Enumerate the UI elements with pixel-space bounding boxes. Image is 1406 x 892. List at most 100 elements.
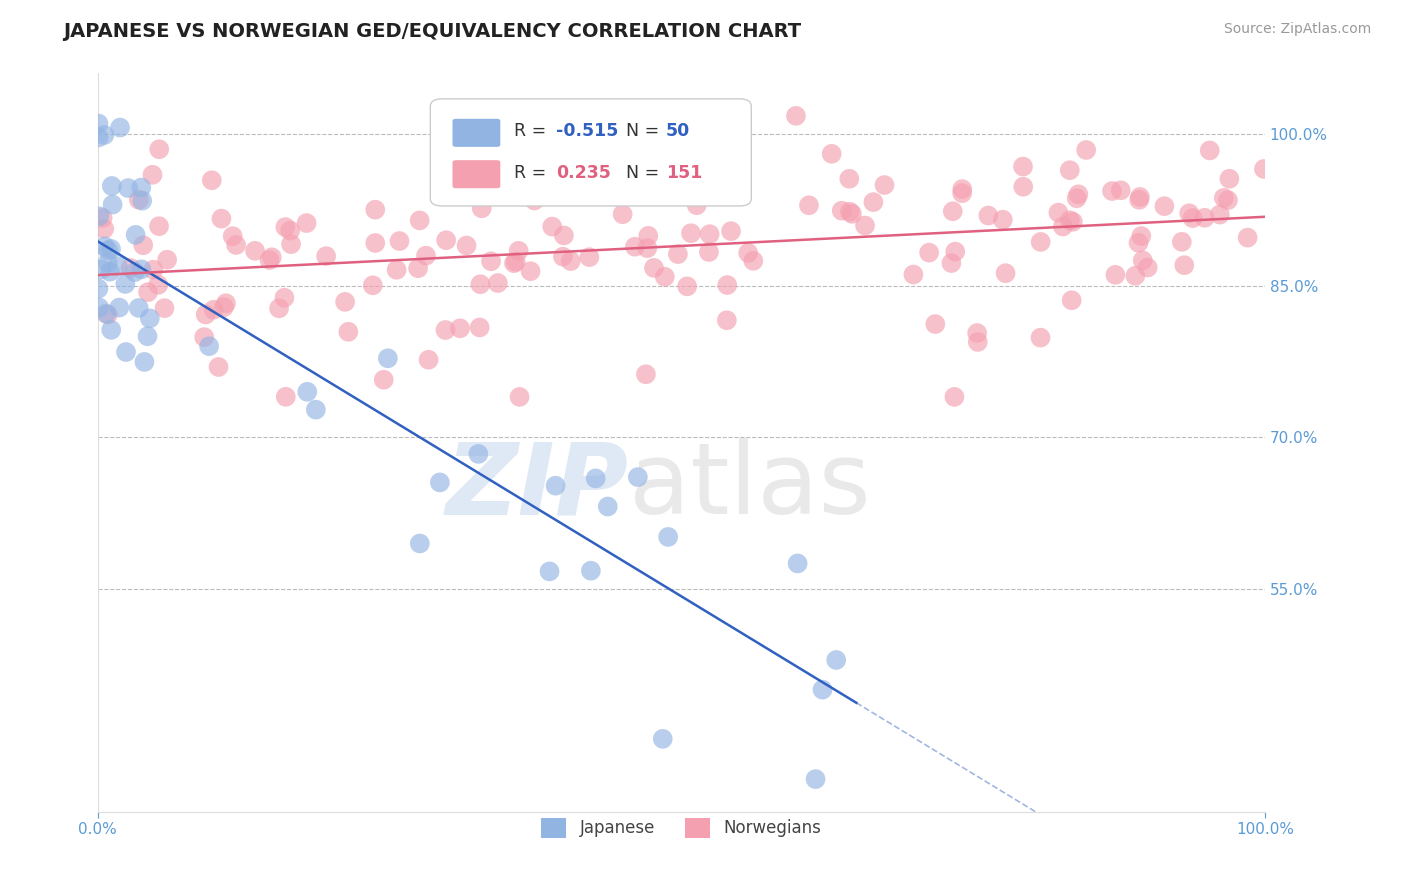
Point: [98, 265, 121, 279]
Point: [1132, 253, 1154, 268]
Point: [544, 478, 567, 492]
Point: [406, 261, 429, 276]
Point: [364, 235, 387, 250]
Point: [553, 228, 575, 243]
Point: [101, 197, 124, 211]
Point: [1101, 184, 1123, 198]
Point: [142, 262, 165, 277]
Point: [950, 182, 973, 196]
Point: [786, 557, 808, 571]
Point: [706, 153, 728, 168]
FancyBboxPatch shape: [453, 119, 501, 147]
Point: [1128, 235, 1150, 250]
Point: [131, 262, 153, 277]
Point: [1059, 213, 1081, 227]
Point: [434, 233, 457, 247]
Point: [215, 296, 238, 310]
Point: [364, 202, 387, 217]
Point: [470, 277, 492, 292]
Point: [141, 168, 163, 182]
Point: [136, 285, 159, 299]
Point: [107, 259, 129, 273]
Point: [1194, 211, 1216, 225]
Point: [194, 308, 217, 322]
Point: [1012, 179, 1035, 194]
Point: [654, 182, 676, 196]
Point: [1109, 183, 1132, 197]
Point: [1047, 205, 1070, 219]
Point: [97, 308, 120, 322]
Legend: Japanese, Norwegians: Japanese, Norwegians: [534, 812, 828, 844]
Point: [132, 238, 155, 252]
Point: [273, 291, 295, 305]
Point: [333, 294, 356, 309]
Point: [977, 209, 1000, 223]
Point: [1029, 330, 1052, 344]
Point: [129, 180, 152, 194]
Point: [134, 355, 156, 369]
Point: [838, 204, 860, 219]
FancyBboxPatch shape: [430, 99, 751, 206]
Point: [560, 254, 582, 268]
Point: [243, 244, 266, 258]
Point: [1129, 190, 1152, 204]
Point: [89, 209, 111, 223]
Point: [821, 146, 844, 161]
Point: [685, 185, 707, 199]
Point: [295, 216, 318, 230]
Point: [654, 269, 676, 284]
Point: [679, 226, 702, 240]
Point: [720, 224, 742, 238]
Point: [131, 194, 153, 208]
Point: [1216, 193, 1239, 207]
Point: [825, 653, 848, 667]
Point: [193, 330, 215, 344]
Point: [966, 326, 988, 340]
Point: [467, 447, 489, 461]
Point: [697, 244, 720, 259]
Point: [201, 173, 224, 187]
Point: [538, 565, 561, 579]
Point: [415, 249, 437, 263]
Point: [686, 198, 709, 212]
Point: [115, 345, 138, 359]
Point: [409, 536, 432, 550]
Point: [991, 212, 1014, 227]
Point: [941, 256, 963, 270]
Point: [918, 245, 941, 260]
Text: Source: ZipAtlas.com: Source: ZipAtlas.com: [1223, 22, 1371, 37]
Point: [1198, 144, 1220, 158]
Point: [853, 219, 876, 233]
Point: [1253, 161, 1275, 176]
Point: [418, 352, 440, 367]
Point: [212, 300, 235, 314]
Point: [100, 323, 122, 337]
Point: [136, 329, 159, 343]
Point: [804, 772, 827, 786]
Point: [139, 311, 162, 326]
Point: [624, 240, 647, 254]
Point: [1066, 191, 1088, 205]
Point: [699, 227, 721, 241]
Point: [94, 239, 117, 253]
Point: [198, 339, 221, 353]
Point: [1130, 229, 1153, 244]
Point: [91, 211, 114, 225]
Point: [596, 500, 619, 514]
Text: 151: 151: [666, 164, 703, 182]
Point: [1181, 211, 1204, 226]
Point: [148, 219, 170, 234]
Point: [612, 207, 634, 221]
Text: R =: R =: [515, 164, 553, 182]
Point: [315, 249, 337, 263]
Point: [278, 224, 301, 238]
Point: [620, 171, 643, 186]
Point: [486, 146, 509, 161]
Point: [114, 277, 136, 291]
Point: [108, 301, 131, 315]
Point: [471, 202, 494, 216]
Point: [274, 220, 297, 235]
Point: [87, 130, 110, 145]
Point: [1012, 160, 1035, 174]
Point: [737, 246, 759, 260]
